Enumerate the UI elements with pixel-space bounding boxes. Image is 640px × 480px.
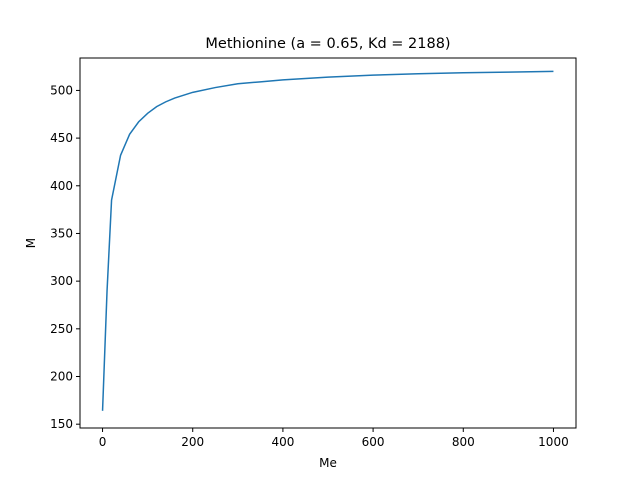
y-tick-label: 200 bbox=[50, 370, 73, 384]
x-tick-label: 800 bbox=[452, 435, 475, 449]
x-tick-label: 600 bbox=[362, 435, 385, 449]
y-tick-label: 350 bbox=[50, 226, 73, 240]
x-tick-label: 200 bbox=[181, 435, 204, 449]
y-tick-label: 150 bbox=[50, 417, 73, 431]
y-tick-label: 450 bbox=[50, 131, 73, 145]
chart-title: Methionine (a = 0.65, Kd = 2188) bbox=[205, 36, 450, 52]
x-tick-label: 400 bbox=[271, 435, 294, 449]
y-tick-label: 300 bbox=[50, 274, 73, 288]
plot-frame bbox=[79, 57, 577, 429]
y-tick-label: 500 bbox=[50, 83, 73, 97]
x-axis-label: Me bbox=[319, 456, 337, 470]
x-tick-label: 1000 bbox=[538, 435, 569, 449]
x-axis: 0 200 400 600 800 1000 bbox=[99, 428, 569, 449]
y-tick-label: 250 bbox=[50, 322, 73, 336]
data-line bbox=[101, 70, 554, 411]
y-axis: 150 200 250 300 350 400 450 500 bbox=[50, 83, 80, 431]
y-axis-label: M bbox=[24, 238, 38, 248]
y-tick-label: 400 bbox=[50, 179, 73, 193]
x-tick-label: 0 bbox=[99, 435, 107, 449]
